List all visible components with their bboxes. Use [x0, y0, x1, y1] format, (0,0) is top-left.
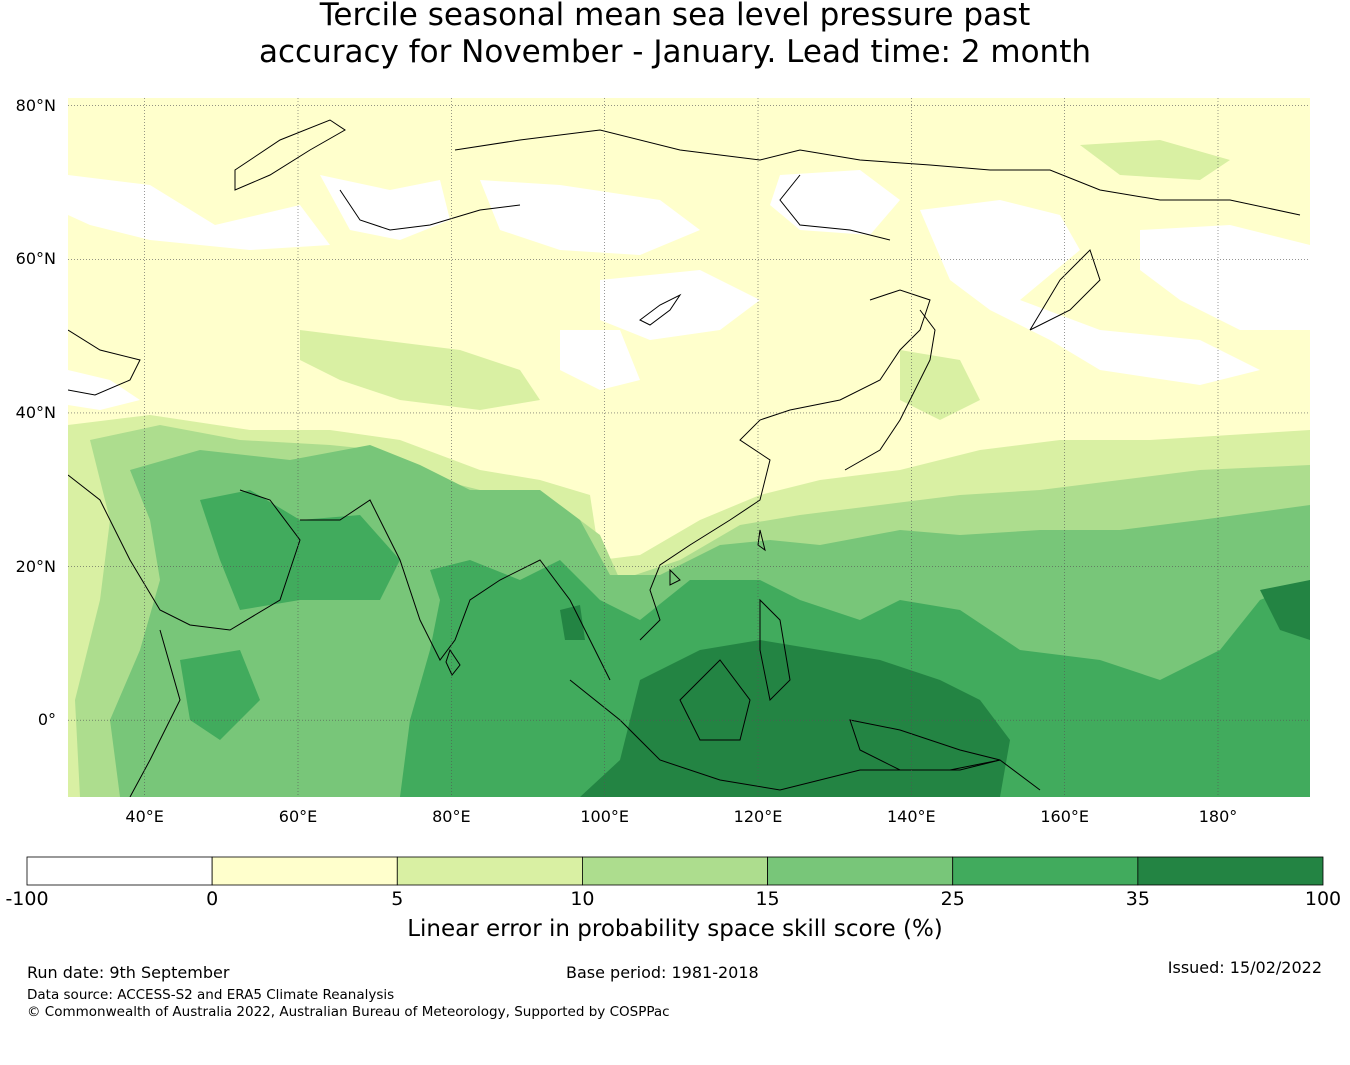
- lon-tick-label: 140°E: [887, 807, 936, 826]
- field-negative: [68, 170, 1310, 410]
- colorbar: [26, 856, 1324, 886]
- field-35-100: [560, 580, 1310, 797]
- lon-tick-label: 40°E: [125, 807, 164, 826]
- gridlines: [68, 98, 1310, 797]
- colorbar-tick-label: 5: [391, 888, 404, 910]
- colorbar-segment: [952, 856, 1139, 886]
- colorbar-tick-label: 25: [940, 888, 965, 910]
- lon-tick-label: 60°E: [278, 807, 318, 826]
- colorbar-segment: [211, 856, 398, 886]
- lat-tick-label: 80°N: [15, 95, 56, 115]
- lat-tick-label: 0°: [37, 710, 56, 730]
- colorbar-segment: [582, 856, 768, 886]
- colorbar-tick-label: -100: [5, 888, 49, 910]
- colorbar-label: Linear error in probability space skill …: [407, 916, 943, 942]
- colorbar-tick-label: 10: [570, 888, 595, 910]
- colorbar-segment: [26, 856, 213, 886]
- lon-tick-label: 80°E: [432, 807, 471, 826]
- base-period: Base period: 1981-2018: [566, 963, 759, 982]
- colorbar-segment: [396, 856, 583, 886]
- colorbar-segment: [767, 856, 954, 886]
- lat-tick-label: 60°N: [15, 249, 56, 269]
- lon-tick-label: 180°: [1198, 807, 1238, 826]
- copyright: © Commonwealth of Australia 2022, Austra…: [27, 1004, 670, 1020]
- lat-tick-label: 40°N: [15, 402, 56, 422]
- colorbar-tick-label: 0: [206, 888, 219, 910]
- skill-field: [68, 98, 1310, 797]
- run-date: Run date: 9th September: [27, 963, 230, 982]
- lon-tick-label: 120°E: [733, 807, 783, 826]
- lon-tick-label: 160°E: [1040, 807, 1089, 826]
- map-title-line1: Tercile seasonal mean sea level pressure…: [319, 0, 1031, 33]
- data-source: Data source: ACCESS-S2 and ERA5 Climate …: [27, 987, 395, 1003]
- colorbar-tick-label: 35: [1125, 888, 1150, 910]
- coastlines: [68, 119, 1301, 797]
- issued-date: Issued: 15/02/2022: [1167, 958, 1322, 977]
- lat-tick-label: 20°N: [15, 556, 56, 576]
- map-title-line2: accuracy for November - January. Lead ti…: [258, 34, 1092, 70]
- lon-tick-label: 100°E: [580, 807, 629, 826]
- colorbar-segment: [1137, 856, 1324, 886]
- colorbar-tick-label: 100: [1304, 888, 1342, 910]
- colorbar-tick-label: 15: [755, 888, 780, 910]
